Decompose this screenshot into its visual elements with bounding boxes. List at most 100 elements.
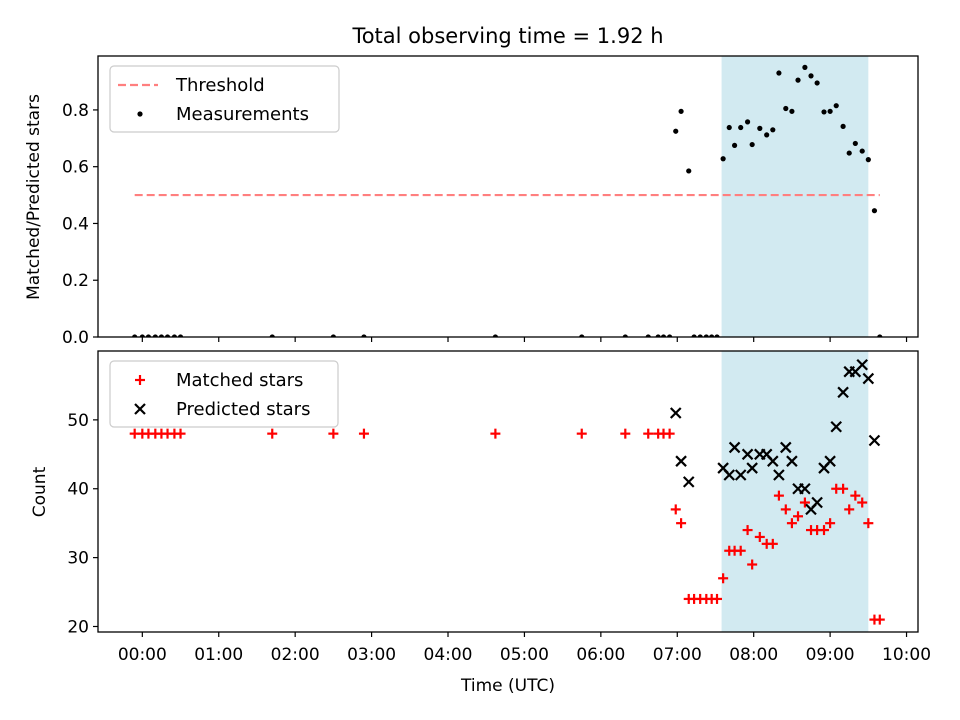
bottom-y-axis-label: Count — [30, 466, 50, 517]
data-point — [720, 156, 726, 162]
data-point — [830, 420, 843, 433]
data-point — [749, 141, 755, 148]
data-point — [802, 64, 808, 70]
legend: Threshold Measurements — [109, 65, 340, 133]
y-tick-label: 40 — [67, 480, 89, 500]
axes-frame — [97, 350, 919, 633]
x-tick-label: 07:00 — [653, 645, 702, 665]
data-point — [808, 73, 814, 79]
data-point — [712, 593, 723, 604]
legend-label: Predicted stars — [176, 399, 310, 420]
data-point — [862, 372, 875, 385]
data-point — [726, 124, 732, 131]
data-point — [490, 428, 501, 439]
data-point — [757, 125, 763, 131]
data-point — [754, 531, 765, 542]
data-point — [776, 70, 782, 76]
data-point — [795, 77, 801, 83]
y-tick-label: 0.6 — [62, 158, 89, 178]
data-point — [837, 386, 849, 399]
data-point — [852, 140, 858, 147]
data-point — [850, 490, 861, 501]
data-point — [135, 375, 145, 385]
data-point — [811, 496, 823, 509]
data-point — [793, 511, 804, 522]
data-point — [783, 105, 789, 112]
data-point — [358, 428, 369, 439]
data-point — [825, 518, 836, 529]
data-point — [620, 428, 631, 439]
legend: Matched stars Predicted stars — [109, 360, 339, 428]
data-point — [868, 434, 881, 447]
y-tick-label: 20 — [67, 617, 89, 637]
legend-swatch — [137, 111, 143, 117]
observing-window-region — [721, 56, 869, 337]
data-point — [328, 428, 339, 439]
data-point — [770, 127, 776, 133]
data-point — [856, 358, 868, 371]
data-point — [718, 573, 729, 584]
data-point — [819, 525, 830, 536]
data-point — [840, 123, 846, 129]
data-point — [664, 428, 675, 439]
data-point — [827, 108, 833, 114]
data-point — [838, 483, 849, 494]
chart-title: Total observing time = 1.92 h — [351, 24, 663, 48]
legend-label: Measurements — [176, 104, 309, 125]
data-point — [676, 518, 687, 529]
data-point — [675, 455, 687, 467]
x-tick-label: 10:00 — [882, 645, 931, 665]
data-point — [723, 469, 736, 481]
legend-label: Matched stars — [176, 370, 303, 391]
data-point — [738, 124, 744, 131]
x-tick-label: 03:00 — [347, 645, 396, 665]
axes-frame — [97, 55, 919, 338]
bottom-panel: 20 30 40 50 00:00 01:00 02:00 03:00 04:00 05:00 06… — [67, 350, 931, 665]
data-point — [821, 109, 827, 115]
x-tick-label: 04:00 — [424, 645, 473, 665]
data-point — [799, 482, 811, 495]
y-tick-label: 50 — [67, 411, 89, 431]
y-tick-label: 0.0 — [62, 328, 89, 348]
top-y-axis-label: Matched/Predicted stars — [24, 94, 44, 300]
data-point — [799, 497, 810, 508]
data-point — [865, 157, 871, 163]
data-point — [175, 428, 186, 439]
data-point — [863, 518, 874, 529]
series-predicted-stars — [669, 358, 881, 516]
data-point — [871, 208, 878, 214]
data-point — [780, 441, 792, 454]
data-point — [773, 490, 784, 501]
series-matched-stars — [129, 428, 885, 625]
x-tick-label: 09:00 — [806, 645, 855, 665]
y-tick-label: 0.4 — [62, 214, 89, 234]
data-point — [786, 455, 798, 467]
data-point — [789, 108, 795, 114]
x-tick-label: 05:00 — [500, 645, 549, 665]
data-point — [764, 132, 770, 138]
data-point — [678, 108, 684, 114]
data-point — [814, 80, 820, 86]
data-point — [576, 428, 587, 439]
data-point — [857, 497, 868, 508]
x-axis-label: Time (UTC) — [460, 676, 555, 696]
legend-label: Threshold — [175, 75, 265, 96]
data-point — [859, 148, 865, 154]
data-point — [643, 428, 654, 439]
data-point — [137, 111, 143, 117]
data-point — [728, 441, 741, 454]
data-point — [744, 119, 751, 125]
data-point — [874, 614, 885, 625]
data-point — [833, 103, 839, 109]
data-point — [267, 428, 278, 439]
data-point — [786, 518, 797, 529]
data-point — [682, 476, 695, 488]
data-point — [846, 150, 852, 156]
data-point — [735, 545, 746, 556]
data-point — [673, 128, 679, 134]
y-tick-label: 30 — [67, 549, 89, 569]
legend-swatch — [134, 403, 146, 415]
y-tick-label: 0.2 — [62, 271, 89, 291]
data-point — [767, 455, 779, 467]
